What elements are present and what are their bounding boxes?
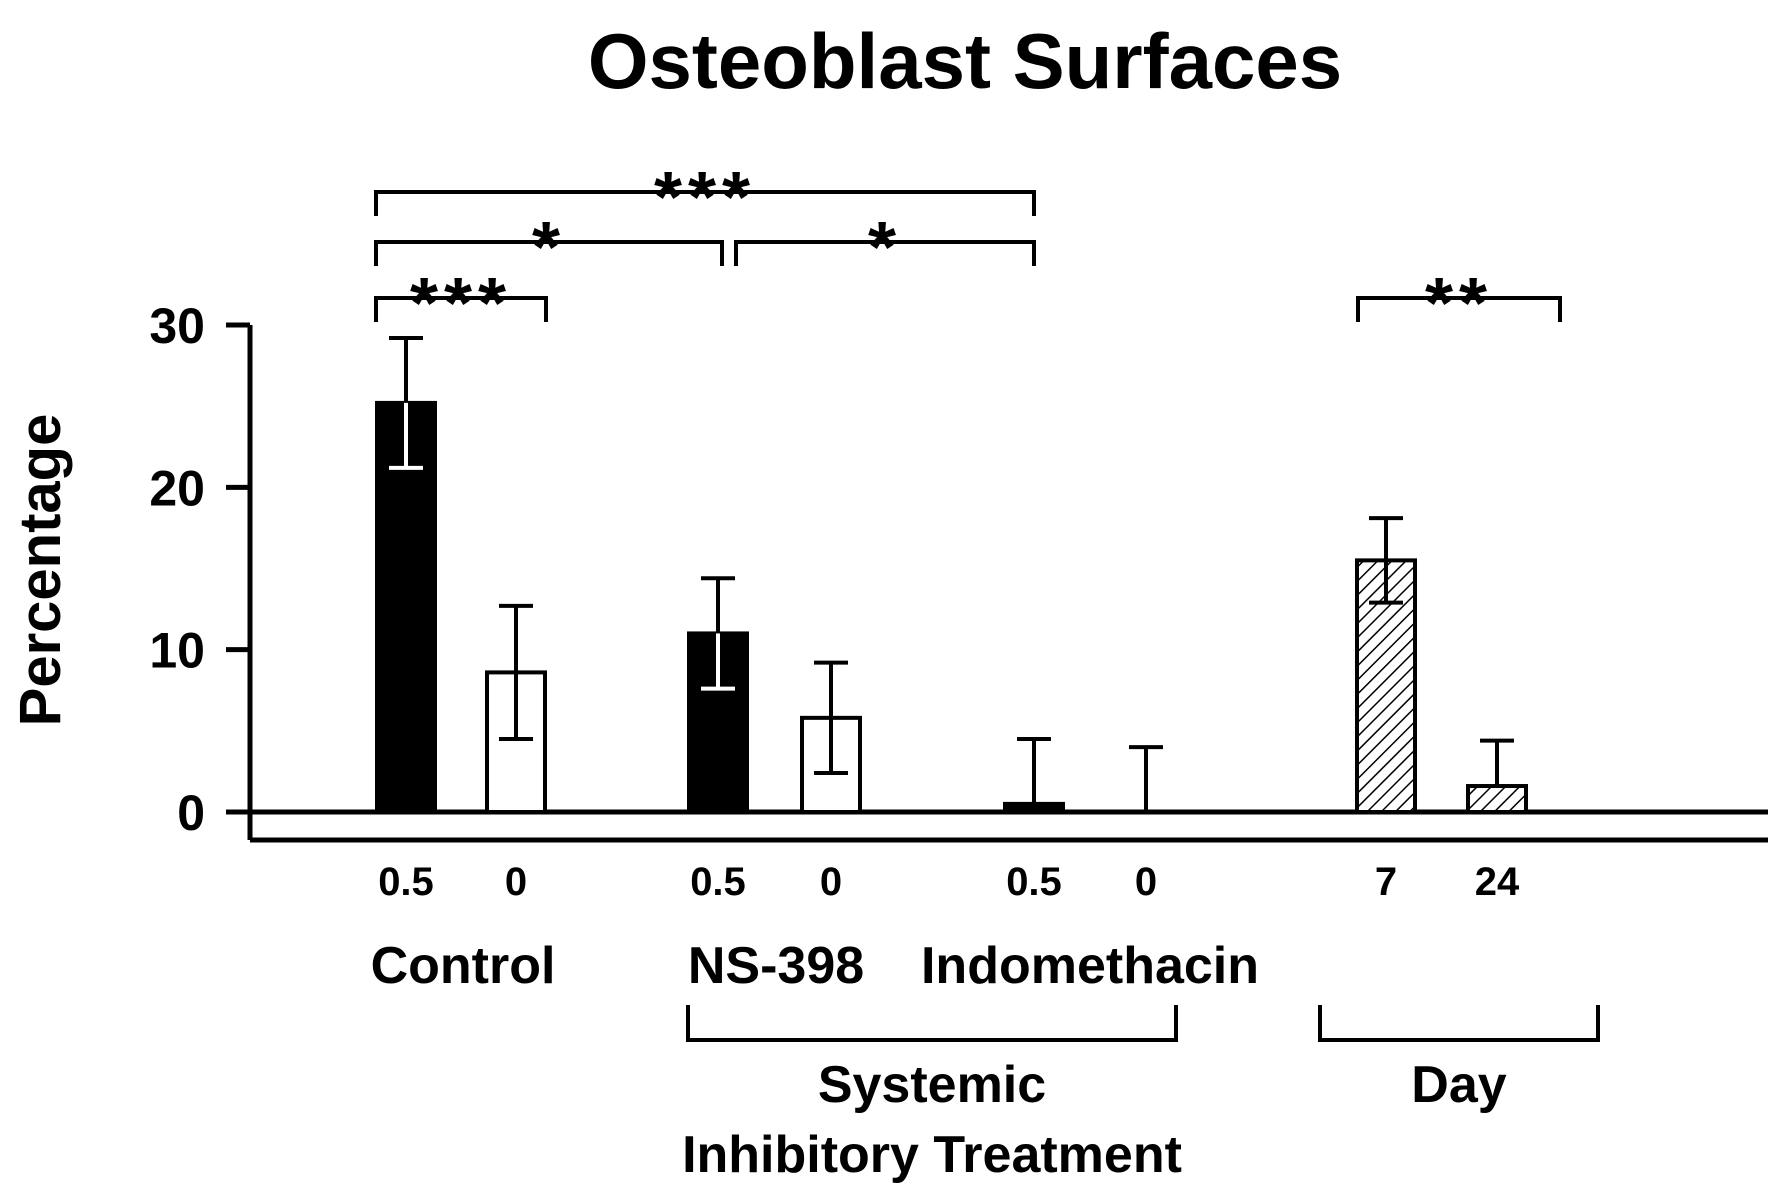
x-tick-label: 24 [1475, 860, 1520, 904]
day-label: Day [1411, 1056, 1506, 1114]
y-tick-label: 20 [149, 460, 205, 516]
bars [375, 335, 1528, 815]
significance-label: *** [654, 158, 756, 238]
treatment-label-line2: Inhibitory Treatment [682, 1126, 1182, 1184]
significance-bracket [374, 240, 724, 266]
chart-title: Osteoblast Surfaces [588, 17, 1342, 105]
significance-label: *** [410, 264, 512, 344]
y-axis-label: Percentage [8, 414, 73, 727]
y-tick-label: 10 [149, 623, 205, 679]
bar [1466, 784, 1528, 815]
significance-bracket [374, 190, 1036, 216]
x-tick-label: 0.5 [690, 860, 746, 904]
treatment-label-line1: Systemic [818, 1056, 1046, 1114]
significance-label: * [868, 208, 902, 288]
significance-bracket [734, 240, 1036, 266]
significance-bracket [1356, 296, 1562, 322]
bar [1003, 801, 1065, 815]
x-tick-label: 0 [505, 860, 527, 904]
treatment-bracket [686, 1005, 1178, 1042]
significance-label: * [532, 208, 566, 288]
x-tick-label: 0 [820, 860, 842, 904]
day-bracket [1318, 1005, 1600, 1042]
x-tick-label: 7 [1375, 860, 1397, 904]
x-tick-labels: 0.5 0 0.5 0 0.5 0 7 24 [378, 860, 1520, 904]
x-tick-label: 0.5 [378, 860, 434, 904]
group-label-control: Control [371, 937, 556, 995]
x-tick-label: 0.5 [1006, 860, 1062, 904]
y-tick-label: 30 [149, 298, 205, 354]
significance-brackets: **** **** ** [374, 158, 1562, 344]
significance-label: ** [1425, 264, 1493, 344]
significance-bracket [374, 296, 548, 322]
x-tick-label: 0 [1135, 860, 1157, 904]
group-label-ns398: NS-398 [688, 937, 864, 995]
y-tick-label: 0 [177, 785, 205, 841]
group-label-indomethacin: Indomethacin [921, 937, 1259, 995]
